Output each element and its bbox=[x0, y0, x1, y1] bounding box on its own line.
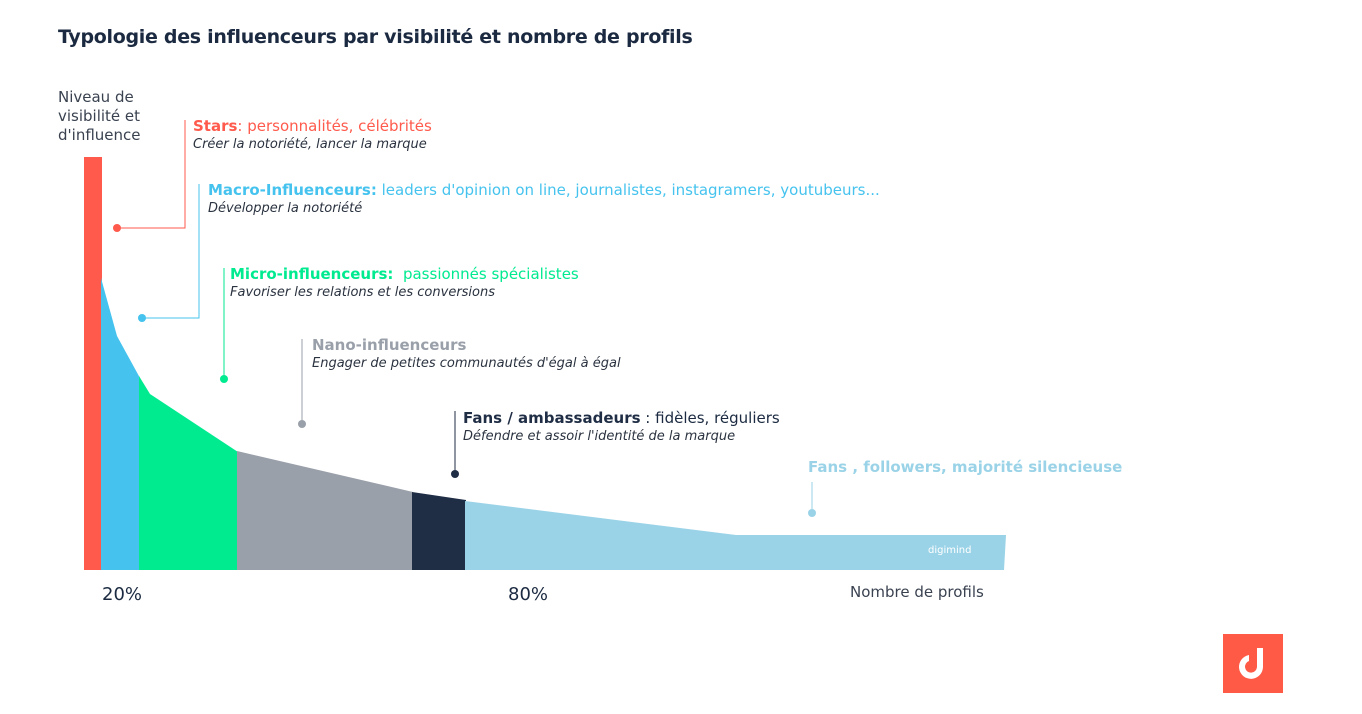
annotation-fans-followers: Fans , followers, majorité silencieuse bbox=[808, 457, 1122, 477]
micro-objective: Favoriser les relations et les conversio… bbox=[230, 285, 496, 300]
annotation-fans-followers-heading: Fans , followers, majorité silencieuse bbox=[808, 457, 1122, 477]
marker-fans-ambassadeurs bbox=[451, 470, 459, 478]
connector-stars bbox=[117, 120, 186, 229]
micro-title: Micro-influenceurs: bbox=[230, 265, 394, 283]
macro-description: leaders d'opinion on line, journalistes,… bbox=[376, 181, 880, 199]
annotation-nano-heading: Nano-influenceurs bbox=[312, 335, 621, 355]
segment-nano-influenceurs bbox=[237, 451, 413, 570]
annotation-stars-heading: Stars: personnalités, célébrités bbox=[193, 116, 432, 136]
digimind-logo bbox=[1223, 634, 1283, 693]
chart-title: Typologie des influenceurs par visibilit… bbox=[58, 26, 693, 48]
macro-objective: Développer la notoriété bbox=[208, 201, 363, 216]
digimind-watermark: digimind bbox=[928, 545, 972, 556]
annotation-macro-influenceurs: Macro-Influenceurs: leaders d'opinion on… bbox=[208, 180, 880, 218]
x-axis-label: Nombre de profils bbox=[850, 583, 984, 601]
segment-macro-influenceurs bbox=[101, 278, 140, 570]
segment-micro-influenceurs bbox=[139, 376, 238, 570]
segment-stars bbox=[84, 157, 102, 570]
annotation-macro-heading: Macro-Influenceurs: leaders d'opinion on… bbox=[208, 180, 880, 200]
micro-description: passionnés spécialistes bbox=[393, 265, 579, 283]
x-tick-20-percent: 20% bbox=[102, 584, 143, 605]
annotation-nano-influenceurs: Nano-influenceurs Engager de petites com… bbox=[312, 335, 621, 373]
annotation-stars: Stars: personnalités, célébrités Créer l… bbox=[193, 116, 432, 154]
ambassadeurs-objective: Défendre et assoir l'identité de la marq… bbox=[463, 429, 736, 444]
digimind-logo-icon bbox=[1239, 648, 1263, 679]
ambassadeurs-title: Fans / ambassadeurs bbox=[463, 409, 641, 427]
marker-fans-followers bbox=[808, 509, 816, 517]
segment-fans-followers bbox=[465, 501, 1006, 570]
segment-fans-ambassadeurs bbox=[412, 492, 466, 570]
stars-title: Stars bbox=[193, 117, 238, 135]
ambassadeurs-description: : fidèles, réguliers bbox=[640, 409, 780, 427]
y-axis-label: Niveau de visibilité et d'influence bbox=[58, 88, 141, 144]
annotation-micro-heading: Micro-influenceurs: passionnés spécialis… bbox=[230, 264, 579, 284]
macro-title: Macro-Influenceurs: bbox=[208, 181, 377, 199]
marker-micro-influenceurs bbox=[220, 375, 228, 383]
nano-objective: Engager de petites communautés d'égal à … bbox=[312, 356, 621, 371]
annotation-micro-influenceurs: Micro-influenceurs: passionnés spécialis… bbox=[230, 264, 579, 302]
annotation-fans-ambassadeurs: Fans / ambassadeurs : fidèles, réguliers… bbox=[463, 408, 780, 446]
followers-title: Fans , followers, majorité silencieuse bbox=[808, 458, 1123, 476]
marker-stars bbox=[113, 224, 121, 232]
marker-macro-influenceurs bbox=[138, 314, 146, 322]
annotation-fans-ambassadeurs-heading: Fans / ambassadeurs : fidèles, réguliers bbox=[463, 408, 780, 428]
connector-macro-influenceurs bbox=[142, 184, 200, 319]
marker-nano-influenceurs bbox=[298, 420, 306, 428]
x-tick-80-percent: 80% bbox=[508, 584, 549, 605]
nano-title: Nano-influenceurs bbox=[312, 336, 467, 354]
stars-description: : personnalités, célébrités bbox=[237, 117, 432, 135]
stars-objective: Créer la notoriété, lancer la marque bbox=[193, 137, 427, 152]
